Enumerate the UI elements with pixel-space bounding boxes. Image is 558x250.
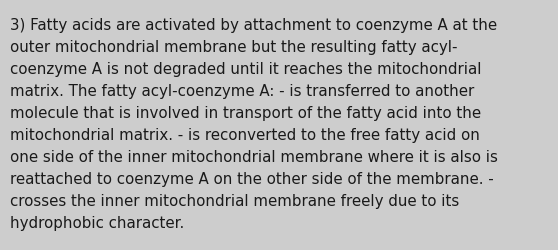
Text: crosses the inner mitochondrial membrane freely due to its: crosses the inner mitochondrial membrane… — [10, 193, 459, 208]
Text: matrix. The fatty acyl-coenzyme A: - is transferred to another: matrix. The fatty acyl-coenzyme A: - is … — [10, 84, 474, 98]
Text: reattached to coenzyme A on the other side of the membrane. -: reattached to coenzyme A on the other si… — [10, 171, 494, 186]
Text: one side of the inner mitochondrial membrane where it is also is: one side of the inner mitochondrial memb… — [10, 150, 498, 164]
Text: 3) Fatty acids are activated by attachment to coenzyme A at the: 3) Fatty acids are activated by attachme… — [10, 18, 497, 33]
Text: hydrophobic character.: hydrophobic character. — [10, 215, 184, 230]
Text: coenzyme A is not degraded until it reaches the mitochondrial: coenzyme A is not degraded until it reac… — [10, 62, 482, 77]
Text: outer mitochondrial membrane but the resulting fatty acyl-: outer mitochondrial membrane but the res… — [10, 40, 458, 55]
Text: mitochondrial matrix. - is reconverted to the free fatty acid on: mitochondrial matrix. - is reconverted t… — [10, 128, 480, 142]
Text: molecule that is involved in transport of the fatty acid into the: molecule that is involved in transport o… — [10, 106, 481, 120]
